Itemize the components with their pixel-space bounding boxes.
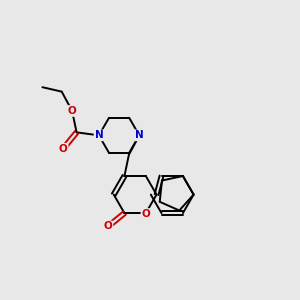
Text: O: O [104,221,112,232]
Text: N: N [135,130,144,140]
Text: O: O [142,209,150,219]
Text: N: N [94,130,103,140]
Text: O: O [59,144,68,154]
Text: O: O [68,106,76,116]
